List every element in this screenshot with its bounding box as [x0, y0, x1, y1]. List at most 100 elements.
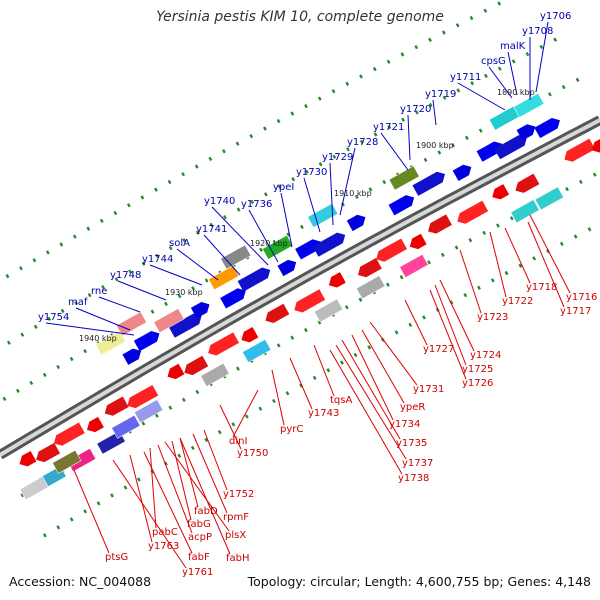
track-dot [259, 247, 263, 252]
reverse-gene-label: y1717 [560, 306, 591, 317]
forward-label-line [407, 114, 411, 161]
track-dot [345, 81, 350, 86]
track-dot [177, 293, 182, 299]
forward-gene-label: y1708 [522, 26, 553, 37]
reverse-gene-label: y1724 [470, 350, 501, 361]
track-dot [263, 192, 268, 197]
track-dot [478, 128, 483, 133]
kbp-tick-label: 1940 kbp [79, 334, 117, 343]
track-dot [99, 218, 104, 224]
track-dot [484, 73, 488, 79]
track-dot [565, 186, 569, 192]
forward-gene-arrow [516, 124, 536, 141]
track-dot [339, 360, 344, 365]
reverse-feature-box [19, 476, 49, 501]
track-dot [250, 199, 255, 205]
forward-feature-box [262, 234, 294, 260]
track-dot [140, 195, 145, 200]
reverse-gene-arrow [515, 173, 540, 193]
forward-gene-label: y1736 [241, 199, 272, 210]
track-dot [60, 308, 65, 314]
reverse-gene-label: y1743 [308, 408, 339, 419]
track-dot [86, 226, 91, 231]
track-dot [235, 141, 240, 146]
kbp-tick-labels: 1890 kbp 1900 kbp 1910 kbp 1920 kbp 1930 kbp… [79, 88, 535, 343]
track-dot [204, 278, 209, 283]
reverse-gene-label: plsX [225, 530, 246, 541]
reverse-gene-label: y1738 [398, 473, 429, 484]
track-dot [113, 210, 118, 216]
track-dot [451, 143, 456, 148]
track-dot [114, 277, 119, 282]
reverse-label-line [459, 249, 482, 314]
forward-gene-arrow [312, 232, 346, 257]
track-dot [394, 330, 399, 335]
track-dot [427, 260, 431, 265]
track-dot [217, 429, 222, 435]
accession-label: Accession: NC_004088 [9, 574, 152, 589]
forward-gene-label: rne [91, 286, 107, 297]
track-dot [303, 327, 308, 333]
track-dot [382, 179, 387, 185]
track-dot [59, 242, 64, 247]
track-dot [304, 103, 308, 109]
reverse-label-line [335, 344, 407, 460]
forward-gene-arrow [494, 135, 527, 160]
track-dot [399, 275, 404, 280]
track-dot [359, 74, 363, 79]
track-dot [504, 270, 509, 276]
genome-backbone [0, 115, 600, 460]
reverse-label-line [219, 404, 242, 450]
track-dot [72, 234, 77, 239]
track-dot [177, 453, 182, 458]
forward-feature-box [388, 165, 420, 191]
track-dot [236, 207, 241, 212]
topology-label: Topology: circular; Length: 4,600,755 bp… [247, 574, 591, 589]
reverse-gene-label: y1731 [413, 384, 444, 395]
track-dot [258, 406, 263, 411]
track-dot [29, 380, 34, 386]
reverse-feature-box [200, 362, 230, 387]
track-dot [181, 172, 186, 177]
reverse-label-line [179, 437, 199, 508]
reverse-gene-label: rpmF [223, 512, 249, 523]
reverse-gene-arrow [127, 385, 159, 409]
track-dot [441, 30, 446, 35]
track-dot [482, 230, 487, 236]
track-dot [346, 147, 350, 152]
reverse-label-line [527, 221, 565, 308]
track-dot [141, 421, 146, 426]
forward-feature-box [153, 308, 185, 334]
forward-gene-label: y1754 [38, 312, 69, 323]
reverse-label-line [529, 214, 571, 294]
reverse-label-line [404, 299, 428, 346]
reverse-label-line [289, 357, 313, 410]
reverse-gene-label: y1727 [423, 344, 454, 355]
reverse-gene-label: ypeR [400, 402, 425, 413]
track-dot [490, 278, 495, 283]
forward-label-line [339, 147, 356, 216]
reverse-label-line [361, 329, 405, 404]
forward-label-line [75, 307, 131, 331]
track-dot [455, 23, 460, 28]
forward-gene-arrow [295, 239, 321, 260]
track-dot [312, 375, 317, 381]
track-dot [168, 405, 173, 410]
track-dot [532, 256, 537, 261]
track-dot [428, 102, 433, 108]
track-dot [285, 391, 290, 396]
track-dot [276, 118, 281, 124]
reverse-label-line [203, 429, 228, 491]
track-dot [290, 111, 295, 116]
forward-label-line [457, 82, 506, 111]
track-dot [15, 388, 20, 394]
reverse-gene-arrow [241, 326, 259, 343]
reverse-label-line [171, 440, 192, 521]
track-dot [422, 315, 426, 320]
track-dot [468, 238, 473, 243]
reverse-gene-label: y1735 [396, 438, 427, 449]
track-dot [354, 194, 359, 200]
track-dot [128, 269, 133, 274]
reverse-label-line [192, 433, 228, 514]
track-dot [42, 533, 47, 538]
